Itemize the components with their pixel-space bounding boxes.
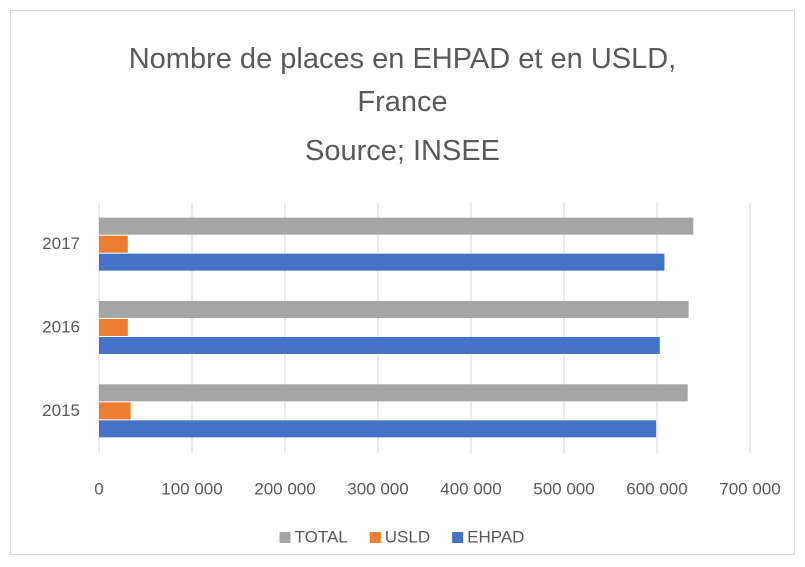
- bar: [99, 420, 657, 438]
- legend-label: EHPAD: [467, 527, 524, 546]
- y-tick-label: 2017: [42, 234, 80, 253]
- x-tick-label: 0: [94, 479, 103, 498]
- legend-label: TOTAL: [295, 527, 348, 546]
- x-tick-label: 600 000: [626, 479, 687, 498]
- x-tick-label: 500 000: [533, 479, 594, 498]
- x-tick-label: 400 000: [440, 479, 501, 498]
- x-tick-label: 700 000: [719, 479, 780, 498]
- x-tick-label: 300 000: [347, 479, 408, 498]
- bar: [99, 301, 689, 318]
- bar: [99, 253, 665, 271]
- legend-swatch: [369, 532, 381, 543]
- y-tick-label: 2015: [42, 401, 80, 420]
- bar: [99, 319, 128, 336]
- y-tick-label: 2016: [42, 317, 80, 336]
- legend-swatch: [279, 532, 291, 543]
- bar: [99, 235, 128, 253]
- legend-swatch: [452, 532, 464, 543]
- legend-label: USLD: [385, 527, 430, 546]
- chart-title: Nombre de places en EHPAD et en USLD, Fr…: [128, 43, 677, 118]
- chart-subtitle: Source; INSEE: [304, 135, 501, 167]
- bar: [99, 217, 694, 235]
- bar: [99, 384, 688, 402]
- chart-frame: [10, 10, 795, 555]
- bar: [99, 402, 131, 420]
- x-tick-label: 200 000: [254, 479, 315, 498]
- x-tick-label: 100 000: [161, 479, 222, 498]
- bar: [99, 337, 660, 354]
